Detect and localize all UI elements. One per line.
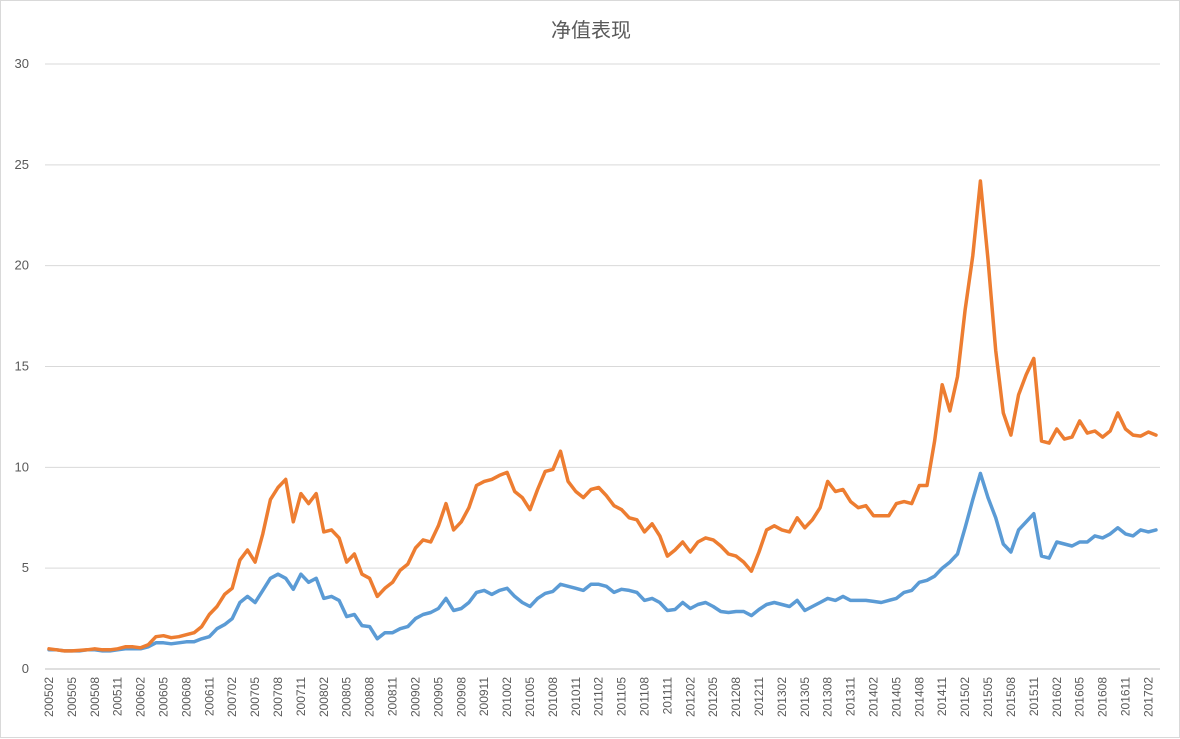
y-tick-label: 5	[22, 560, 29, 575]
x-tick-label: 201402	[867, 677, 881, 717]
x-tick-label: 201108	[637, 677, 651, 716]
x-tick-label: 201605	[1073, 677, 1087, 717]
x-tick-label: 201311	[844, 677, 858, 716]
x-tick-label: 201005	[523, 677, 537, 717]
y-tick-label: 15	[15, 359, 29, 374]
x-tick-label: 201002	[500, 677, 514, 717]
x-tick-label: 200802	[317, 677, 331, 717]
series-line-orange	[47, 179, 1158, 653]
x-tick-label: 201105	[615, 677, 629, 716]
x-tick-label: 201102	[592, 677, 606, 716]
x-tick-label: 200608	[179, 677, 193, 717]
x-tick-label: 200702	[225, 677, 239, 717]
x-tick-label: 200605	[157, 677, 171, 717]
x-tick-label: 200902	[408, 677, 422, 717]
x-axis-tick-labels: 200502 200505 200508 200511 200602 200605 2006…	[42, 677, 1155, 717]
x-tick-label: 200911	[477, 677, 491, 716]
x-tick-label: 200502	[42, 677, 56, 717]
x-tick-label: 200511	[111, 677, 125, 716]
x-tick-label: 201602	[1050, 677, 1064, 717]
y-tick-label: 25	[15, 157, 29, 172]
x-tick-label: 201702	[1141, 677, 1155, 717]
y-tick-label: 0	[22, 661, 29, 676]
x-tick-label: 201511	[1027, 677, 1041, 716]
x-tick-label: 201408	[912, 677, 926, 717]
x-tick-label: 200808	[363, 677, 377, 717]
x-tick-label: 201211	[752, 677, 766, 716]
x-tick-label: 200705	[248, 677, 262, 717]
x-tick-label: 201202	[683, 677, 697, 717]
y-axis-tick-labels: 0 5 10 15 20 25 30	[15, 56, 29, 676]
x-tick-label: 201411	[935, 677, 949, 716]
x-tick-label: 201111	[660, 677, 674, 715]
x-tick-label: 200711	[294, 677, 308, 716]
chart-title: 净值表现	[551, 18, 631, 42]
x-tick-label: 201305	[798, 677, 812, 717]
x-tick-label: 201608	[1096, 677, 1110, 717]
series-line-blue	[47, 471, 1158, 653]
x-tick-label: 201502	[958, 677, 972, 717]
x-tick-label: 200805	[340, 677, 354, 717]
gridlines	[45, 63, 1160, 670]
x-tick-label: 200908	[454, 677, 468, 717]
x-tick-label: 201508	[1004, 677, 1018, 717]
x-tick-label: 201011	[569, 677, 583, 716]
x-tick-label: 201405	[889, 677, 903, 717]
x-tick-label: 200611	[202, 677, 216, 716]
x-tick-label: 201205	[706, 677, 720, 717]
x-tick-label: 201611	[1118, 677, 1132, 716]
x-tick-label: 201008	[546, 677, 560, 717]
x-tick-label: 201308	[821, 677, 835, 717]
x-tick-label: 200505	[65, 677, 79, 717]
series-lines	[47, 179, 1158, 653]
x-tick-label: 200708	[271, 677, 285, 717]
y-tick-label: 30	[15, 56, 29, 71]
x-tick-label: 201302	[775, 677, 789, 717]
y-tick-label: 20	[15, 258, 29, 273]
x-tick-label: 201505	[981, 677, 995, 717]
y-tick-label: 10	[15, 459, 29, 474]
x-tick-label: 200602	[134, 677, 148, 717]
x-tick-label: 200905	[431, 677, 445, 717]
x-tick-label: 200508	[88, 677, 102, 717]
x-tick-label: 200811	[386, 677, 400, 716]
x-tick-label: 201208	[729, 677, 743, 717]
